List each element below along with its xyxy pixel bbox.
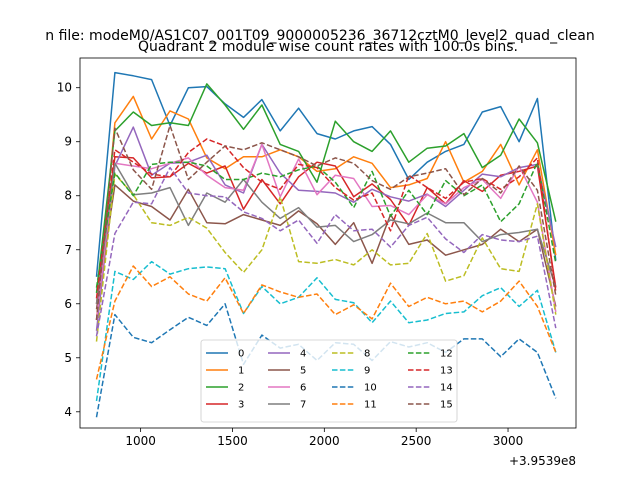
y-tick-label: 6 (64, 297, 72, 311)
series-line-2 (95, 83, 557, 294)
legend-label-10: 10 (364, 383, 377, 394)
y-tick-label: 9 (64, 135, 72, 149)
series-line-1 (95, 95, 557, 321)
series-layer (95, 71, 557, 418)
x-offset-label: +3.9539e8 (509, 454, 576, 468)
series-line-15 (95, 124, 557, 321)
legend-label-2: 2 (238, 383, 244, 394)
legend-label-11: 11 (364, 400, 377, 411)
x-tick-label: 2500 (401, 434, 432, 448)
series-line-9 (95, 260, 557, 402)
legend-label-1: 1 (238, 366, 244, 377)
series-line-7 (95, 162, 557, 304)
x-tick-label: 1500 (217, 434, 248, 448)
legend-label-4: 4 (300, 349, 306, 360)
legend-label-0: 0 (238, 349, 244, 360)
legend-label-13: 13 (440, 366, 453, 377)
chart-suptitle: n file: modeM0/AS1C07_001T09_9000005236_… (45, 28, 594, 44)
legend-label-7: 7 (300, 400, 306, 411)
y-tick-label: 5 (64, 351, 72, 365)
legend-label-3: 3 (238, 400, 244, 411)
chart-title: Quadrant 2 module wise count rates with … (138, 39, 518, 55)
legend-label-12: 12 (440, 349, 453, 360)
series-line-12 (95, 161, 557, 288)
x-axis-ticks: 1000 1500 2000 2500 3000 (125, 428, 523, 448)
legend-label-15: 15 (440, 400, 453, 411)
y-tick-label: 10 (57, 81, 72, 95)
y-tick-label: 7 (64, 243, 72, 257)
plot-frame (79, 57, 577, 429)
y-tick-label: 4 (64, 405, 72, 419)
legend-label-6: 6 (300, 383, 306, 394)
x-tick-label: 2000 (309, 434, 340, 448)
legend-label-5: 5 (300, 366, 306, 377)
y-tick-label: 8 (64, 189, 72, 203)
series-line-11 (95, 265, 557, 380)
x-tick-label: 1000 (125, 434, 156, 448)
series-line-3 (95, 156, 557, 304)
legend-label-9: 9 (364, 366, 370, 377)
y-axis-ticks: 4 5 6 7 8 9 10 (57, 81, 80, 419)
legend-label-8: 8 (364, 349, 370, 360)
x-tick-label: 3000 (493, 434, 524, 448)
series-line-8 (95, 173, 557, 342)
series-line-0 (95, 71, 557, 277)
legend-label-14: 14 (440, 383, 453, 394)
legend-box (200, 339, 458, 423)
